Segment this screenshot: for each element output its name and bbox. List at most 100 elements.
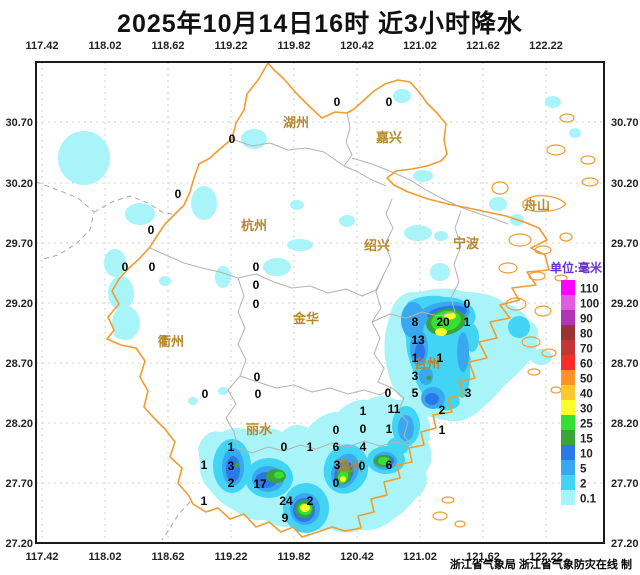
precip-contour [108, 276, 134, 310]
boundary-layer [35, 62, 599, 541]
station-value: 0 [202, 387, 209, 401]
precip-contour [393, 89, 411, 103]
lon-tick-bottom: 121.62 [466, 551, 500, 563]
island [581, 177, 599, 187]
prefecture-boundary [237, 440, 413, 454]
city-label-台州: 台州 [414, 356, 440, 371]
precip-contour [387, 437, 409, 455]
lon-tick-top: 120.42 [340, 40, 374, 52]
station-value: 2 [228, 476, 235, 490]
prefecture-boundary [450, 210, 462, 313]
station-value: 0 [254, 370, 261, 384]
station-value: 6 [333, 440, 340, 454]
lat-tick-left: 28.70 [5, 358, 33, 370]
lon-tick-bottom: 122.22 [529, 551, 563, 563]
prefecture-boundary [225, 375, 241, 449]
precip-contour [188, 397, 198, 405]
precip-contour [434, 231, 448, 241]
precip-contour [530, 349, 552, 365]
lon-tick-bottom: 118.02 [88, 551, 121, 563]
legend-swatch-60 [561, 355, 575, 370]
lat-tick-right: 29.20 [611, 298, 639, 310]
lon-tick-top: 121.62 [466, 40, 500, 52]
precip-contour [419, 367, 433, 385]
precip-contour [569, 128, 581, 138]
station-value: 9 [282, 511, 289, 525]
station-value: 24 [279, 494, 293, 508]
precip-contour [290, 200, 304, 210]
lat-tick-left: 27.20 [5, 538, 33, 550]
station-value: 1 [386, 422, 393, 436]
station-value: 1 [360, 404, 367, 418]
prefecture-boundary [391, 387, 413, 447]
island [508, 233, 532, 247]
lon-tick-bottom: 121.02 [403, 551, 437, 563]
precip-contour [58, 131, 110, 185]
legend-value-50: 50 [580, 374, 593, 386]
precip-contour [287, 239, 313, 251]
station-value: 4 [360, 440, 367, 454]
lat-tick-right: 28.70 [611, 358, 639, 370]
lat-tick-right: 27.70 [611, 478, 639, 490]
precip-contour [263, 258, 291, 276]
legend-swatch-100 [561, 295, 575, 310]
city-label-舟山: 舟山 [524, 198, 550, 213]
legend[interactable]: 单位:毫米 110 100 90 80 70 60 50 40 30 25 15 10 5 2 0.1 [550, 260, 603, 506]
precip-contour [545, 96, 561, 108]
station-value: 2 [307, 494, 314, 508]
legend-value-30: 30 [580, 404, 593, 416]
legend-value-15: 15 [580, 434, 593, 446]
island [550, 386, 562, 394]
precip-contour [426, 375, 432, 381]
city-label-绍兴: 绍兴 [364, 238, 390, 253]
station-value: 0 [122, 260, 129, 274]
legend-swatch-0.1 [561, 490, 575, 505]
attribution-text: 浙江省气象局 浙江省气象防灾在线 制 [450, 557, 632, 571]
precip-contour [425, 393, 439, 405]
precip-contour [300, 504, 310, 512]
station-value: 0 [253, 260, 260, 274]
precipitation-layer [58, 89, 581, 533]
legend-value-2: 2 [580, 479, 586, 491]
lon-tick-bottom: 119.22 [214, 551, 247, 563]
legend-swatch-110 [561, 280, 575, 295]
station-value: 8 [412, 315, 419, 329]
island [580, 155, 596, 165]
station-value: 0 [255, 387, 262, 401]
lon-tick-top: 117.42 [25, 40, 58, 52]
legend-swatch-40 [561, 385, 575, 400]
island [559, 232, 573, 242]
station-value: 3 [334, 458, 341, 472]
station-value: 1 [228, 440, 235, 454]
precip-contour [401, 302, 425, 338]
legend-value-0.1: 0.1 [580, 494, 597, 506]
precip-contour [218, 387, 228, 395]
island [432, 511, 448, 521]
external-boundary [93, 195, 177, 216]
lat-tick-left: 30.70 [5, 117, 33, 129]
legend-swatch-30 [561, 400, 575, 415]
station-value: 0 [333, 476, 340, 490]
legend-swatch-5 [561, 460, 575, 475]
precip-contour [415, 343, 425, 361]
legend-swatch-70 [561, 340, 575, 355]
station-value: 1 [439, 423, 446, 437]
legend-value-5: 5 [580, 464, 587, 476]
station-value: 11 [388, 402, 401, 416]
island [441, 496, 455, 504]
station-value: 1 [201, 494, 208, 508]
precip-contour [339, 215, 355, 227]
legend-value-100: 100 [580, 299, 599, 311]
lon-tick-top: 121.02 [403, 40, 437, 52]
precip-contour [378, 457, 390, 465]
province-boundary [106, 62, 550, 538]
precip-contour [489, 197, 507, 211]
precip-contour [340, 476, 346, 482]
lat-tick-right: 30.70 [611, 117, 639, 129]
legend-value-70: 70 [580, 344, 593, 356]
station-value: 0 [281, 440, 288, 454]
island [521, 336, 541, 348]
